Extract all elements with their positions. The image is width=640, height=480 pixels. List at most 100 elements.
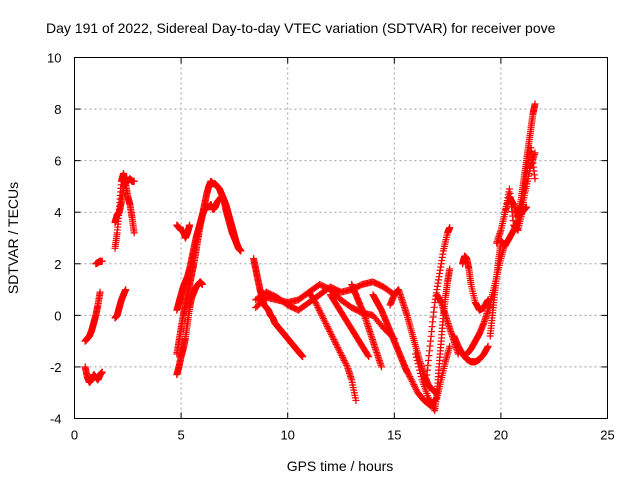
data-point [314, 303, 322, 311]
data-point [330, 336, 338, 344]
data-point [414, 360, 422, 368]
data-points [81, 100, 539, 415]
data-point [531, 175, 539, 183]
series-arc-15 [326, 291, 373, 361]
data-point [364, 351, 372, 359]
data-point [424, 394, 432, 402]
y-tick-label: 0 [54, 308, 61, 323]
series-arc-02 [81, 288, 104, 345]
series-arc-06 [111, 286, 130, 322]
data-point [411, 384, 419, 392]
data-point [343, 361, 351, 369]
data-point [426, 397, 434, 405]
series-arc-17 [369, 291, 411, 376]
data-point [332, 340, 340, 348]
x-axis-label: GPS time / hours [287, 458, 394, 474]
series-arc-21 [422, 224, 454, 384]
data-point [342, 360, 350, 368]
data-point [318, 311, 326, 319]
data-point [315, 307, 323, 315]
data-point [331, 337, 339, 345]
data-point [416, 366, 424, 374]
data-point [130, 229, 138, 237]
data-point [319, 315, 327, 323]
data-point [335, 347, 343, 355]
series-arc-16 [348, 280, 386, 371]
data-point [319, 313, 327, 321]
series-arc-10 [173, 177, 245, 358]
data-point [98, 257, 106, 265]
y-tick-label: 6 [54, 154, 61, 169]
data-point [313, 302, 321, 310]
data-point [412, 353, 420, 361]
data-point [337, 350, 345, 358]
data-point [405, 371, 413, 379]
data-point [404, 369, 412, 377]
series-arc-01 [81, 363, 106, 386]
data-point [335, 345, 343, 353]
data-point [415, 363, 423, 371]
data-point [328, 332, 336, 340]
x-tick-label: 20 [494, 428, 508, 443]
data-point [417, 373, 425, 381]
data-point [409, 379, 417, 387]
series-arc-03 [92, 257, 106, 268]
data-point [237, 247, 245, 255]
data-point [336, 348, 344, 356]
data-point [322, 319, 330, 327]
data-point [96, 288, 104, 296]
series-arc-23 [450, 332, 492, 366]
data-point [412, 385, 420, 393]
data-point [311, 298, 319, 306]
data-point [312, 300, 320, 308]
data-point [321, 318, 329, 326]
data-point [403, 366, 411, 374]
series-arc-26 [486, 239, 505, 340]
data-point [338, 352, 346, 360]
y-tick-label: -2 [50, 360, 62, 375]
series-arc-30 [514, 100, 539, 221]
data-point [329, 334, 337, 342]
data-point [401, 363, 409, 371]
data-point [317, 310, 325, 318]
data-point [446, 224, 454, 232]
data-point [446, 265, 454, 273]
data-point [315, 305, 323, 313]
x-tick-label: 5 [177, 428, 184, 443]
data-point [427, 399, 435, 407]
series-arc-07 [173, 221, 194, 242]
data-point [412, 350, 420, 358]
data-point [98, 368, 106, 376]
data-point [130, 177, 138, 185]
data-point [407, 374, 415, 382]
data-point [410, 381, 418, 389]
data-point [340, 356, 348, 364]
y-axis-label: SDTVAR / TECUs [5, 182, 21, 294]
data-point [299, 353, 307, 361]
data-point [324, 324, 332, 332]
data-point [413, 356, 421, 364]
data-point [327, 331, 335, 339]
grid-lines [74, 57, 608, 419]
chart-title: Day 191 of 2022, Sidereal Day-to-day VTE… [46, 20, 556, 36]
data-point [402, 365, 410, 373]
data-point [331, 339, 339, 347]
data-point [403, 368, 411, 376]
data-point [408, 377, 416, 385]
x-tick-label: 15 [387, 428, 401, 443]
data-point [352, 396, 360, 404]
data-point [333, 342, 341, 350]
data-point [484, 342, 492, 350]
series-arc-25 [463, 239, 509, 358]
series-arc-08 [173, 278, 206, 379]
data-point [378, 363, 386, 371]
series-arc-24 [459, 252, 492, 314]
x-tick-label: 10 [280, 428, 294, 443]
y-tick-label: 10 [47, 51, 61, 66]
data-point [320, 316, 328, 324]
data-point [327, 329, 335, 337]
y-tick-label: -4 [50, 412, 62, 427]
data-point [316, 308, 324, 316]
data-point [323, 323, 331, 331]
data-point [407, 376, 415, 384]
